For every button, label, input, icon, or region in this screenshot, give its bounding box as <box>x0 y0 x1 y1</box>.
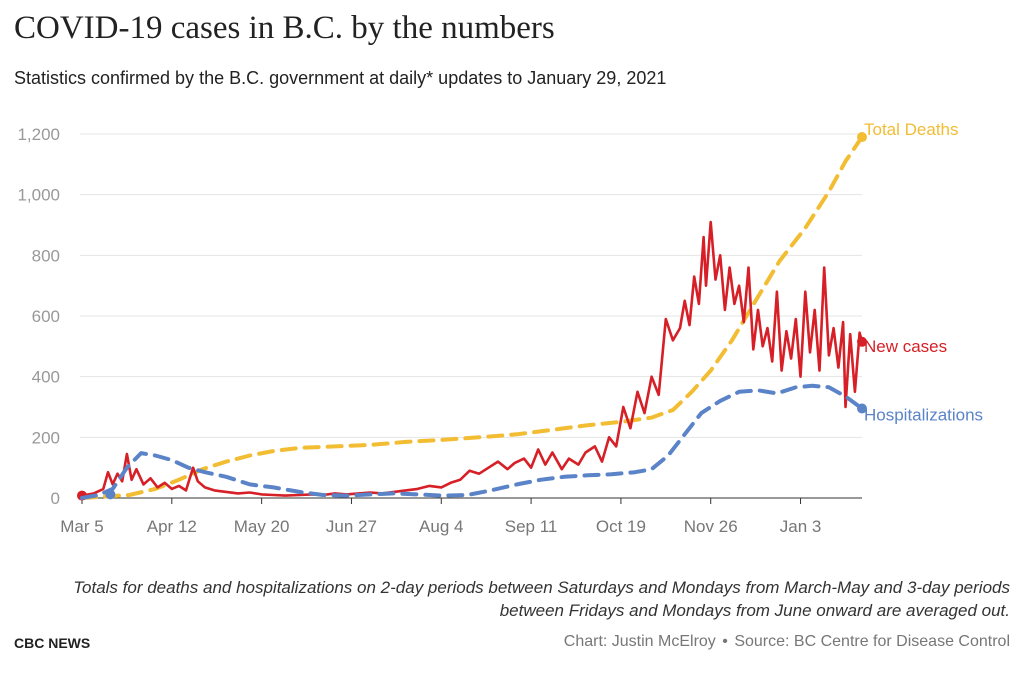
footnote: Totals for deaths and hospitalizations o… <box>73 578 1010 620</box>
hospitalizations-line <box>80 383 864 500</box>
x-axis-ticks: Mar 5 Apr 12 May 20 Jun 27 Aug 4 Sep 11 Oct 19… <box>60 498 821 536</box>
grid-lines <box>80 133 862 499</box>
chart-author: Chart: Justin McElroy <box>563 633 716 650</box>
new-cases-end-marker <box>857 336 867 347</box>
y-tick-label: 600 <box>32 307 60 326</box>
y-tick-label: 400 <box>32 368 60 387</box>
hospitalizations-label: Hospitalizations <box>864 406 983 425</box>
x-tick-label: Aug 4 <box>419 517 463 536</box>
hospitalizations-end-marker <box>857 403 867 414</box>
brand-logo-text: CBC NEWS <box>14 635 91 651</box>
total-deaths-label: Total Deaths <box>864 120 959 139</box>
x-tick-label: May 20 <box>234 517 290 536</box>
new-cases-line <box>80 220 864 497</box>
series-labels: Total Deaths New cases Hospitalizations <box>864 120 983 424</box>
x-tick-label: Apr 12 <box>147 517 197 536</box>
x-tick-label: Oct 19 <box>596 517 646 536</box>
hospitalizations-start-marker <box>105 489 116 500</box>
y-tick-label: 1,000 <box>17 186 60 205</box>
credit-line: Chart: Justin McElroy • Source: BC Centr… <box>564 633 1010 651</box>
y-axis-ticks: 0 200 400 600 800 1,000 1,200 <box>17 125 60 508</box>
chart-source: Source: BC Centre for Disease Control <box>734 633 1010 650</box>
chart-title: COVID-19 cases in B.C. by the numbers <box>14 10 555 46</box>
x-tick-label: Sep 11 <box>505 517 558 536</box>
x-tick-label: Jan 3 <box>780 517 822 536</box>
line-chart: 0 200 400 600 800 1,000 1,200 Mar 5 Apr 12 May 2… <box>17 120 983 536</box>
y-tick-label: 0 <box>51 489 60 508</box>
x-tick-label: Nov 26 <box>684 517 738 536</box>
series-lines <box>77 132 867 501</box>
x-tick-label: Mar 5 <box>60 517 103 536</box>
total-deaths-end-marker <box>857 132 867 143</box>
y-tick-label: 200 <box>32 428 60 447</box>
credit-separator: • <box>722 633 728 650</box>
chart-subtitle: Statistics confirmed by the B.C. governm… <box>14 68 667 88</box>
y-tick-label: 1,200 <box>17 125 60 144</box>
y-tick-label: 800 <box>32 246 60 265</box>
new-cases-label: New cases <box>864 337 947 356</box>
x-tick-label: Jun 27 <box>326 517 377 536</box>
